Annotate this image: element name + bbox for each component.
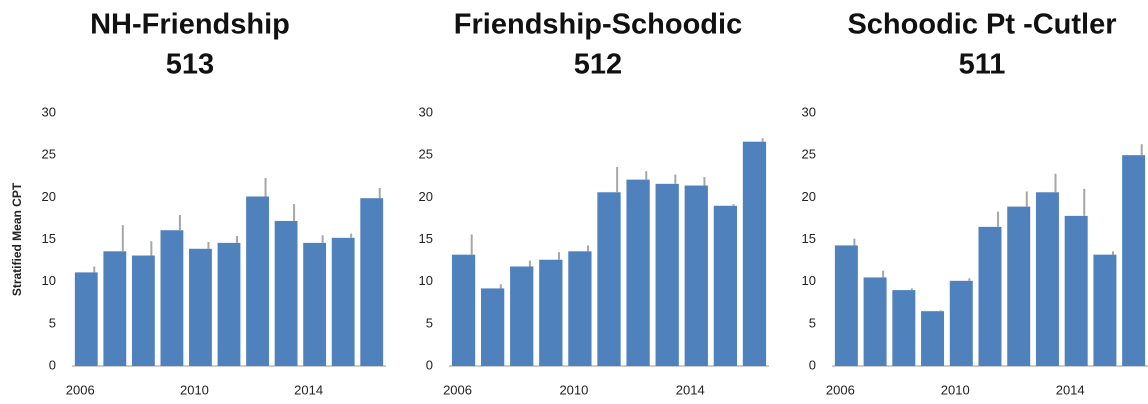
bar <box>360 198 384 366</box>
bar <box>892 290 916 366</box>
y-tick-label: 15 <box>802 231 816 246</box>
bar <box>451 254 476 366</box>
x-tick-label: 2014 <box>1056 382 1085 397</box>
bar <box>1093 254 1117 366</box>
bar <box>131 255 155 366</box>
bar <box>834 245 858 366</box>
chart-title: NH-Friendship <box>90 9 290 41</box>
x-tick-label: 2010 <box>941 382 970 397</box>
y-tick-label: 5 <box>809 315 816 330</box>
y-tick-label: 10 <box>419 273 433 288</box>
y-axis-label: Stratified Mean CPT <box>10 182 24 296</box>
bar <box>481 288 505 366</box>
bar <box>539 259 563 366</box>
y-tick-label: 20 <box>802 189 816 204</box>
bar <box>597 192 621 366</box>
chart-title: Schoodic Pt -Cutler <box>847 9 1116 41</box>
bar <box>1122 155 1146 366</box>
bar <box>863 277 887 366</box>
bar <box>160 230 184 366</box>
y-tick-label: 0 <box>49 357 56 372</box>
bar <box>303 242 327 366</box>
bar <box>1035 192 1059 366</box>
y-tick-label: 30 <box>802 104 816 119</box>
bar <box>510 266 534 366</box>
y-tick-label: 10 <box>42 273 56 288</box>
bar <box>331 237 355 366</box>
y-tick-label: 30 <box>42 104 56 119</box>
chart-subtitle: 513 <box>166 49 214 81</box>
x-tick-label: 2006 <box>443 382 472 397</box>
bar <box>684 185 708 366</box>
chart-subtitle: 511 <box>959 49 1006 81</box>
y-tick-label: 15 <box>419 231 433 246</box>
x-tick-label: 2014 <box>676 382 705 397</box>
bar <box>103 251 127 366</box>
bar <box>1064 215 1088 366</box>
bar <box>713 205 737 366</box>
y-tick-label: 5 <box>49 315 56 330</box>
y-tick-label: 25 <box>802 147 816 162</box>
x-tick-label: 2010 <box>559 382 588 397</box>
bar <box>274 220 298 366</box>
bar <box>949 280 973 366</box>
y-tick-label: 10 <box>802 273 816 288</box>
bar <box>978 226 1002 366</box>
bar <box>189 248 212 366</box>
y-tick-label: 5 <box>426 315 433 330</box>
y-tick-label: 20 <box>419 189 433 204</box>
bar <box>246 196 269 366</box>
y-tick-label: 30 <box>419 104 433 119</box>
y-tick-label: 25 <box>419 147 433 162</box>
bar <box>217 242 241 366</box>
bar <box>74 272 98 366</box>
y-tick-label: 20 <box>42 189 56 204</box>
chart-subtitle: 512 <box>574 49 622 81</box>
bar <box>1007 206 1031 366</box>
x-tick-label: 2006 <box>66 382 95 397</box>
y-tick-label: 0 <box>809 357 816 372</box>
chart-title: Friendship-Schoodic <box>454 9 742 41</box>
x-tick-label: 2010 <box>180 382 209 397</box>
x-tick-label: 2006 <box>826 382 855 397</box>
bar <box>568 251 592 366</box>
bar <box>655 183 679 366</box>
bar <box>626 179 650 366</box>
y-tick-label: 15 <box>42 231 56 246</box>
x-tick-label: 2014 <box>294 382 323 397</box>
bar <box>921 311 945 366</box>
y-tick-label: 0 <box>426 357 433 372</box>
bar <box>742 141 767 366</box>
y-tick-label: 25 <box>42 147 56 162</box>
